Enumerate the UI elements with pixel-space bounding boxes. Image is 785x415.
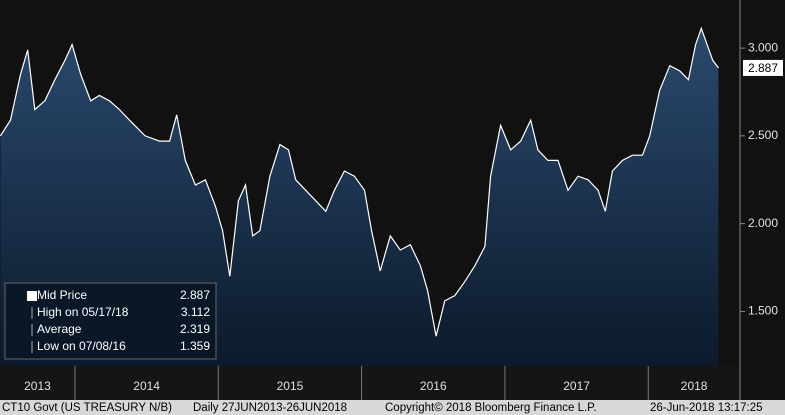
y-tick-label: 2.500 (748, 128, 778, 142)
legend-label: Mid Price (37, 288, 87, 302)
footer-text: 26-Jun-2018 13:17:25 (650, 402, 763, 414)
legend-value: 2.887 (180, 288, 210, 302)
x-period-label: 2018 (681, 379, 708, 393)
footer-bar (0, 400, 785, 415)
area-fill (0, 28, 719, 367)
x-period-label: 2016 (420, 379, 447, 393)
x-period-label: 2014 (133, 379, 160, 393)
last-price-label: 2.887 (748, 61, 778, 75)
legend-value: 2.319 (180, 322, 210, 336)
legend-box (4, 282, 217, 360)
footer-text: Copyright© 2018 Bloomberg Finance L.P. (385, 402, 597, 414)
legend-value: 1.359 (180, 339, 210, 353)
x-period-label: 2015 (277, 379, 304, 393)
y-tick-label: 2.000 (748, 216, 778, 230)
legend-label: High on 05/17/18 (37, 305, 129, 319)
x-axis-band (0, 366, 740, 400)
x-period-label: 2017 (563, 379, 590, 393)
y-tick-label: 1.500 (748, 304, 778, 318)
price-line (0, 26, 719, 337)
last-price-box (743, 59, 783, 76)
legend-label: Average (37, 322, 82, 336)
footer-text: Daily 27JUN2013-26JUN2018 (193, 402, 347, 414)
legend-label: Low on 07/08/16 (37, 339, 126, 353)
legend-swatch (27, 291, 37, 301)
legend-value: 3.112 (181, 305, 210, 319)
footer-text: CT10 Govt (US TREASURY N/B) (2, 402, 172, 414)
x-period-label: 2013 (24, 379, 51, 393)
y-tick-label: 3.000 (748, 40, 778, 54)
